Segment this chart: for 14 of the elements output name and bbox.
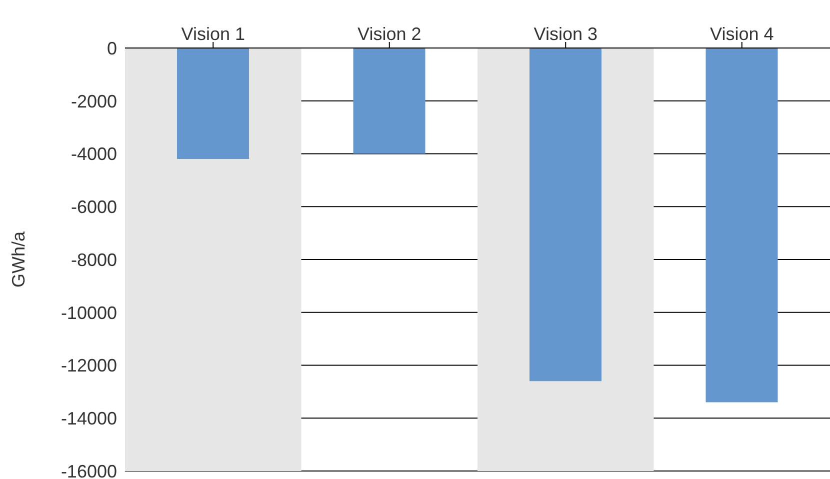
y-tick-label: -2000 [70,91,117,112]
x-tick-label: Vision 4 [710,24,774,44]
y-tick-label: -6000 [70,197,117,218]
x-tick-label: Vision 3 [534,24,598,44]
x-tick-label: Vision 2 [358,24,422,44]
y-axis-title: GWh/a [8,230,28,288]
y-tick-label: -10000 [60,302,117,323]
y-tick-label: -14000 [60,408,117,429]
y-tick-label: -12000 [60,356,117,376]
y-tick-label: -4000 [70,144,117,164]
y-tick-label: -8000 [70,250,117,270]
x-tick-label: Vision 1 [181,24,245,44]
y-tick-label: -16000 [60,461,117,479]
y-tick-label: 0 [106,38,117,58]
